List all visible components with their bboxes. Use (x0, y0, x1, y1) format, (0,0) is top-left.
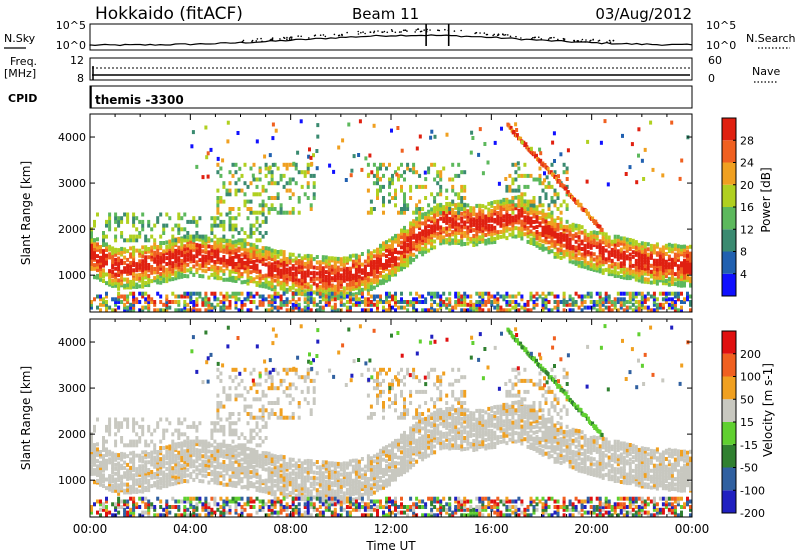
colorbar-tick: 4 (740, 268, 747, 281)
x-tick-label: 00:00 (73, 522, 108, 536)
velocity-colorbar-label: Velocity [m s-1] (761, 363, 775, 457)
cpid-value: themis -3300 (95, 93, 184, 107)
nsearch-label: N.Search (746, 32, 796, 45)
colorbar-tick: 100 (740, 371, 761, 384)
power-colorbar-label: Power [dB] (759, 167, 773, 232)
station-title: Hokkaido (fitACF) (95, 4, 243, 24)
nave-tick-top: 60 (708, 54, 722, 67)
colorbar-tick: 20 (740, 179, 754, 192)
y-tick-label: 1000 (58, 474, 86, 487)
colorbar-tick: -50 (740, 462, 758, 475)
date-label: 03/Aug/2012 (595, 5, 692, 23)
colorbar-tick: 16 (740, 201, 754, 214)
y-tick-label: 1000 (58, 269, 86, 282)
colorbar-tick: 8 (740, 246, 747, 259)
colorbar-tick: 200 (740, 348, 761, 361)
colorbar-tick: -200 (740, 507, 765, 520)
power-ylabel: Slant Range [km] (19, 161, 33, 265)
x-axis-label: Time UT (365, 539, 416, 553)
colorbar-tick: 12 (740, 223, 754, 236)
nsearch-tick-top: 10^5 (706, 19, 736, 32)
freq-panel (89, 57, 693, 81)
velocity-x-ticks: 00:00 04:00 08:00 12:00 16:00 20:00 00:00 (73, 319, 710, 536)
freq-tick-bottom: 8 (77, 72, 84, 85)
nsky-trace (89, 24, 693, 47)
beam-label: Beam 11 (352, 5, 419, 23)
power-colorbar: 4 8 12 16 20 24 28 (721, 117, 754, 297)
freq-tick-top: 12 (70, 54, 84, 67)
power-y-ticks: 1000 2000 3000 4000 (58, 131, 692, 282)
nsky-label: N.Sky (4, 32, 36, 45)
nsearch-trace (241, 28, 615, 43)
colorbar-tick: 28 (740, 134, 754, 147)
y-tick-label: 3000 (58, 177, 86, 190)
nsearch-tick-bottom: 10^0 (706, 39, 736, 52)
power-panel: 1000 2000 3000 4000 (58, 113, 693, 313)
y-tick-label: 4000 (58, 336, 86, 349)
y-tick-label: 3000 (58, 382, 86, 395)
colorbar-tick: 15 (740, 416, 754, 429)
colorbar-tick: 24 (740, 157, 754, 170)
velocity-panel: 1000 2000 3000 4000 00:00 04:00 08:00 12:00 16:… (58, 318, 710, 536)
colorbar-tick: -100 (740, 484, 765, 497)
power-x-ticks (89, 114, 693, 312)
y-tick-label: 4000 (58, 131, 86, 144)
velocity-colorbar: 200 100 50 15 -15 -50 -100 -200 (721, 330, 765, 520)
nave-tick-bottom: 0 (708, 72, 715, 85)
y-tick-label: 2000 (58, 223, 86, 236)
x-tick-label: 16:00 (474, 522, 509, 536)
colorbar-tick: -15 (740, 439, 758, 452)
x-tick-label: 04:00 (173, 522, 208, 536)
power-cells (90, 119, 692, 313)
nave-label: Nave (752, 65, 780, 78)
x-tick-label: 00:00 (675, 522, 710, 536)
nsky-tick-bottom: 10^0 (56, 39, 86, 52)
velocity-cells (90, 324, 692, 518)
cpid-label: CPID (8, 92, 37, 105)
velocity-ylabel: Slant Range [km] (19, 366, 33, 470)
nsky-panel (89, 23, 693, 51)
x-tick-label: 08:00 (273, 522, 308, 536)
freq-label-2: [MHz] (4, 67, 36, 80)
x-tick-label: 20:00 (574, 522, 609, 536)
freq-label-1: Freq. (10, 55, 37, 68)
nsky-tick-top: 10^5 (56, 19, 86, 32)
cpid-panel (89, 85, 693, 109)
x-tick-label: 12:00 (374, 522, 409, 536)
y-tick-label: 2000 (58, 428, 86, 441)
velocity-y-ticks: 1000 2000 3000 4000 (58, 336, 692, 487)
colorbar-tick: 50 (740, 393, 754, 406)
